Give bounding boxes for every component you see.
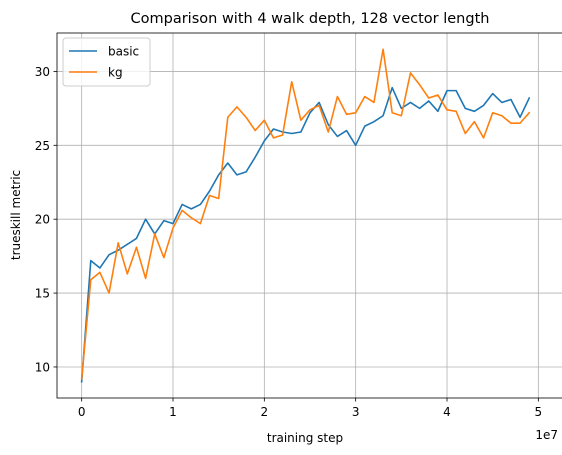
- series-line-basic: [80, 86, 531, 383]
- x-tick-label: 1: [169, 405, 177, 419]
- x-axis-offset-label: 1e7: [535, 428, 558, 442]
- grid: [57, 33, 562, 398]
- y-tick-label: 20: [35, 213, 50, 227]
- legend-label-kg: kg: [108, 66, 123, 80]
- legend-box: [62, 37, 151, 87]
- series-layer: [80, 48, 531, 383]
- x-tick-label: 3: [352, 405, 360, 419]
- x-axis-title: training step: [267, 431, 343, 445]
- legend: basic kg: [62, 37, 151, 87]
- y-axis-title: trueskill metric: [9, 170, 23, 260]
- x-tick-label: 0: [78, 405, 86, 419]
- x-tick-label: 5: [535, 405, 543, 419]
- x-tick-label: 2: [261, 405, 269, 419]
- plot-frame: [56, 32, 562, 399]
- ticks: 0 1 2 3 4 5 10 15 20 25 30: [35, 65, 542, 419]
- y-tick-label: 10: [35, 360, 50, 374]
- legend-label-basic: basic: [108, 45, 139, 59]
- y-tick-label: 15: [35, 287, 50, 301]
- chart-title: Comparison with 4 walk depth, 128 vector…: [131, 11, 490, 27]
- y-tick-label: 25: [35, 139, 50, 153]
- x-tick-label: 4: [443, 405, 451, 419]
- y-tick-label: 30: [35, 65, 50, 79]
- series-line-kg: [80, 48, 531, 380]
